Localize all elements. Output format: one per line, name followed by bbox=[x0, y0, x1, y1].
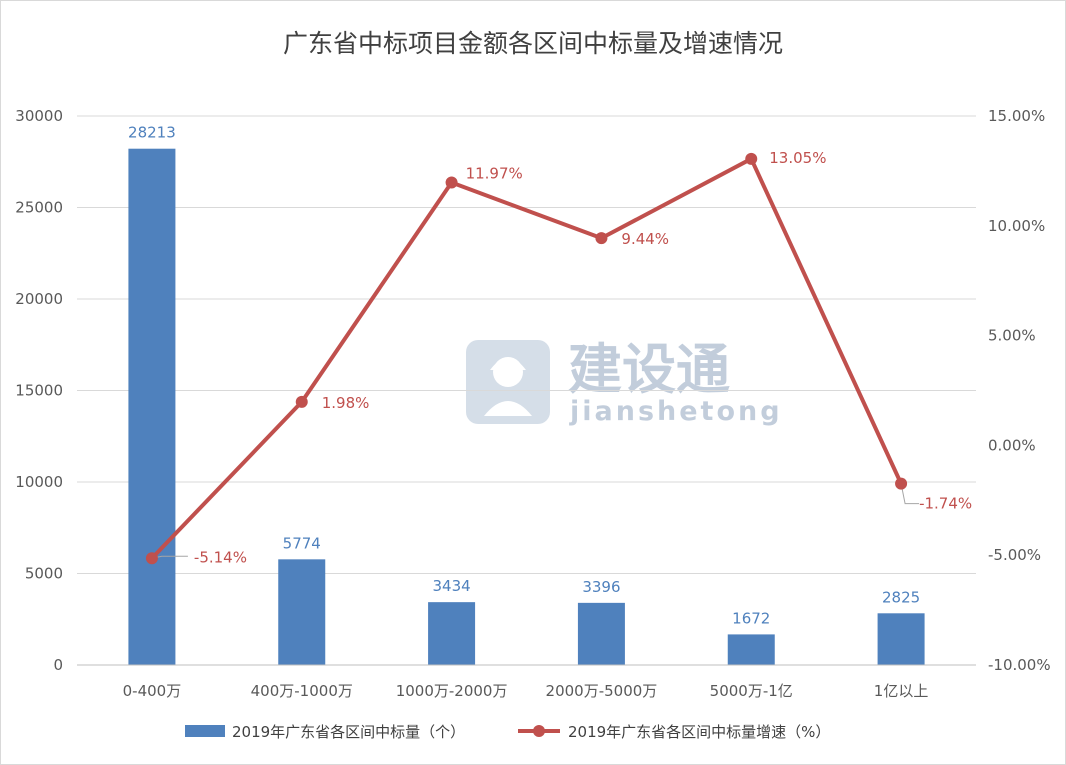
left-tick-label: 25000 bbox=[15, 199, 63, 217]
bar-value-label: 3434 bbox=[432, 577, 470, 595]
watermark-latin: jianshetong bbox=[569, 396, 783, 427]
legend-line-marker bbox=[533, 725, 545, 737]
right-tick-label: -10.00% bbox=[988, 656, 1051, 674]
legend-bar-label: 2019年广东省各区间中标量（个） bbox=[232, 723, 465, 741]
right-tick-label: -5.00% bbox=[988, 546, 1041, 564]
bar-series: 28213 5774 3434 3396 1672 2825 bbox=[128, 124, 925, 666]
line-value-label: 1.98% bbox=[322, 394, 370, 412]
right-tick-label: 0.00% bbox=[988, 436, 1036, 454]
category-label: 1000万-2000万 bbox=[396, 682, 508, 700]
left-tick-label: 15000 bbox=[15, 382, 63, 400]
legend: 2019年广东省各区间中标量（个） 2019年广东省各区间中标量增速（%） bbox=[185, 723, 830, 741]
category-axis: 0-400万 400万-1000万 1000万-2000万 2000万-5000万 50… bbox=[77, 664, 976, 700]
label-leader bbox=[900, 483, 920, 505]
right-axis: -10.00% -5.00% 0.00% 5.00% 10.00% 15.00% bbox=[988, 107, 1051, 674]
category-label: 1亿以上 bbox=[874, 682, 929, 700]
bar bbox=[727, 634, 775, 665]
bar-value-label: 28213 bbox=[128, 124, 176, 142]
legend-line-label: 2019年广东省各区间中标量增速（%） bbox=[568, 723, 830, 741]
watermark-name: 建设通 bbox=[568, 338, 730, 401]
bar bbox=[877, 613, 925, 665]
line-point bbox=[145, 552, 158, 565]
line-value-label: 13.05% bbox=[769, 149, 826, 167]
line-value-label: 11.97% bbox=[466, 165, 523, 183]
watermark: 建设通 jianshetong bbox=[466, 338, 783, 427]
bar-value-label: 1672 bbox=[732, 609, 770, 627]
category-label: 2000万-5000万 bbox=[546, 682, 658, 700]
left-tick-label: 20000 bbox=[15, 290, 63, 308]
right-tick-label: 5.00% bbox=[988, 327, 1036, 345]
bar-value-label: 5774 bbox=[283, 534, 321, 552]
right-tick-label: 10.00% bbox=[988, 217, 1045, 235]
bar bbox=[577, 602, 625, 665]
category-label: 5000万-1亿 bbox=[710, 682, 793, 700]
bar bbox=[428, 602, 476, 665]
line-value-label: -1.74% bbox=[919, 495, 972, 513]
category-label: 400万-1000万 bbox=[251, 682, 353, 700]
line-series: -5.14% 1.98% 11.97% 9.44% 13.05% -1.74% bbox=[145, 149, 972, 566]
bar bbox=[128, 148, 176, 666]
bar-value-label: 3396 bbox=[582, 578, 620, 596]
chart-title: 广东省中标项目金额各区间中标量及增速情况 bbox=[283, 29, 783, 58]
growth-line bbox=[150, 156, 903, 560]
left-tick-label: 0 bbox=[53, 656, 63, 674]
right-tick-label: 15.00% bbox=[988, 107, 1045, 125]
gridlines bbox=[77, 115, 976, 666]
line-point bbox=[295, 395, 308, 408]
left-tick-label: 10000 bbox=[15, 473, 63, 491]
line-point bbox=[445, 176, 458, 189]
legend-bar-swatch bbox=[185, 725, 225, 737]
category-label: 0-400万 bbox=[123, 682, 182, 700]
line-point bbox=[895, 477, 908, 490]
line-value-label: -5.14% bbox=[194, 548, 247, 566]
left-axis: 0 5000 10000 15000 20000 25000 30000 bbox=[15, 107, 63, 674]
line-point bbox=[745, 152, 758, 165]
line-value-label: 9.44% bbox=[621, 230, 669, 248]
bar-value-label: 2825 bbox=[882, 588, 920, 606]
line-point bbox=[595, 232, 608, 245]
bar bbox=[278, 559, 326, 665]
left-tick-label: 30000 bbox=[15, 107, 63, 125]
left-tick-label: 5000 bbox=[25, 565, 63, 583]
